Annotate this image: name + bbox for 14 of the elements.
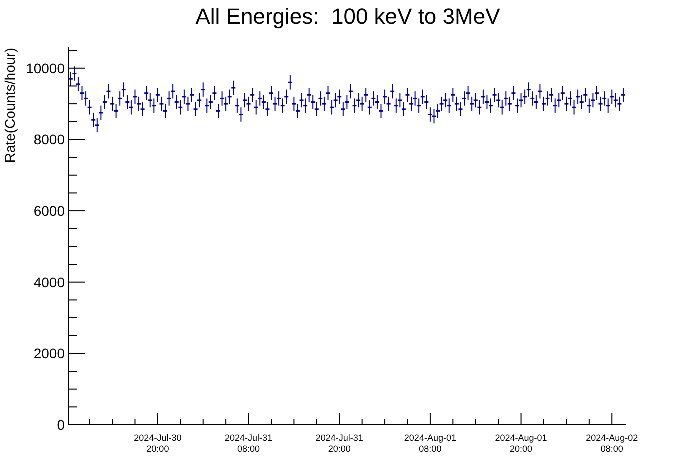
y-tick-label: 8000 [34, 132, 66, 148]
y-axis-title: Rate(Counts/hour) [2, 48, 18, 164]
y-tick-label: 0 [57, 417, 66, 433]
y-tick-label: 6000 [34, 203, 66, 220]
y-tick-label: 10000 [26, 60, 66, 76]
x-tick-label: 2024-Jul-31 08:00 [225, 433, 273, 454]
x-tick-label: 2024-Jul-31 20:00 [316, 433, 364, 454]
y-tick-label: 2000 [34, 346, 66, 362]
chart-title: All Energies: 100 keV to 3MeV [194, 4, 502, 30]
x-tick-label: 2024-Aug-01 20:00 [495, 433, 548, 454]
y-tick-label: 4000 [34, 274, 66, 290]
x-tick-label: 2024-Aug-02 08:00 [586, 433, 638, 454]
x-tick-label: 2024-Aug-01 08:00 [404, 433, 456, 454]
x-tick-label: 2024-Jul-30 20:00 [134, 433, 182, 454]
